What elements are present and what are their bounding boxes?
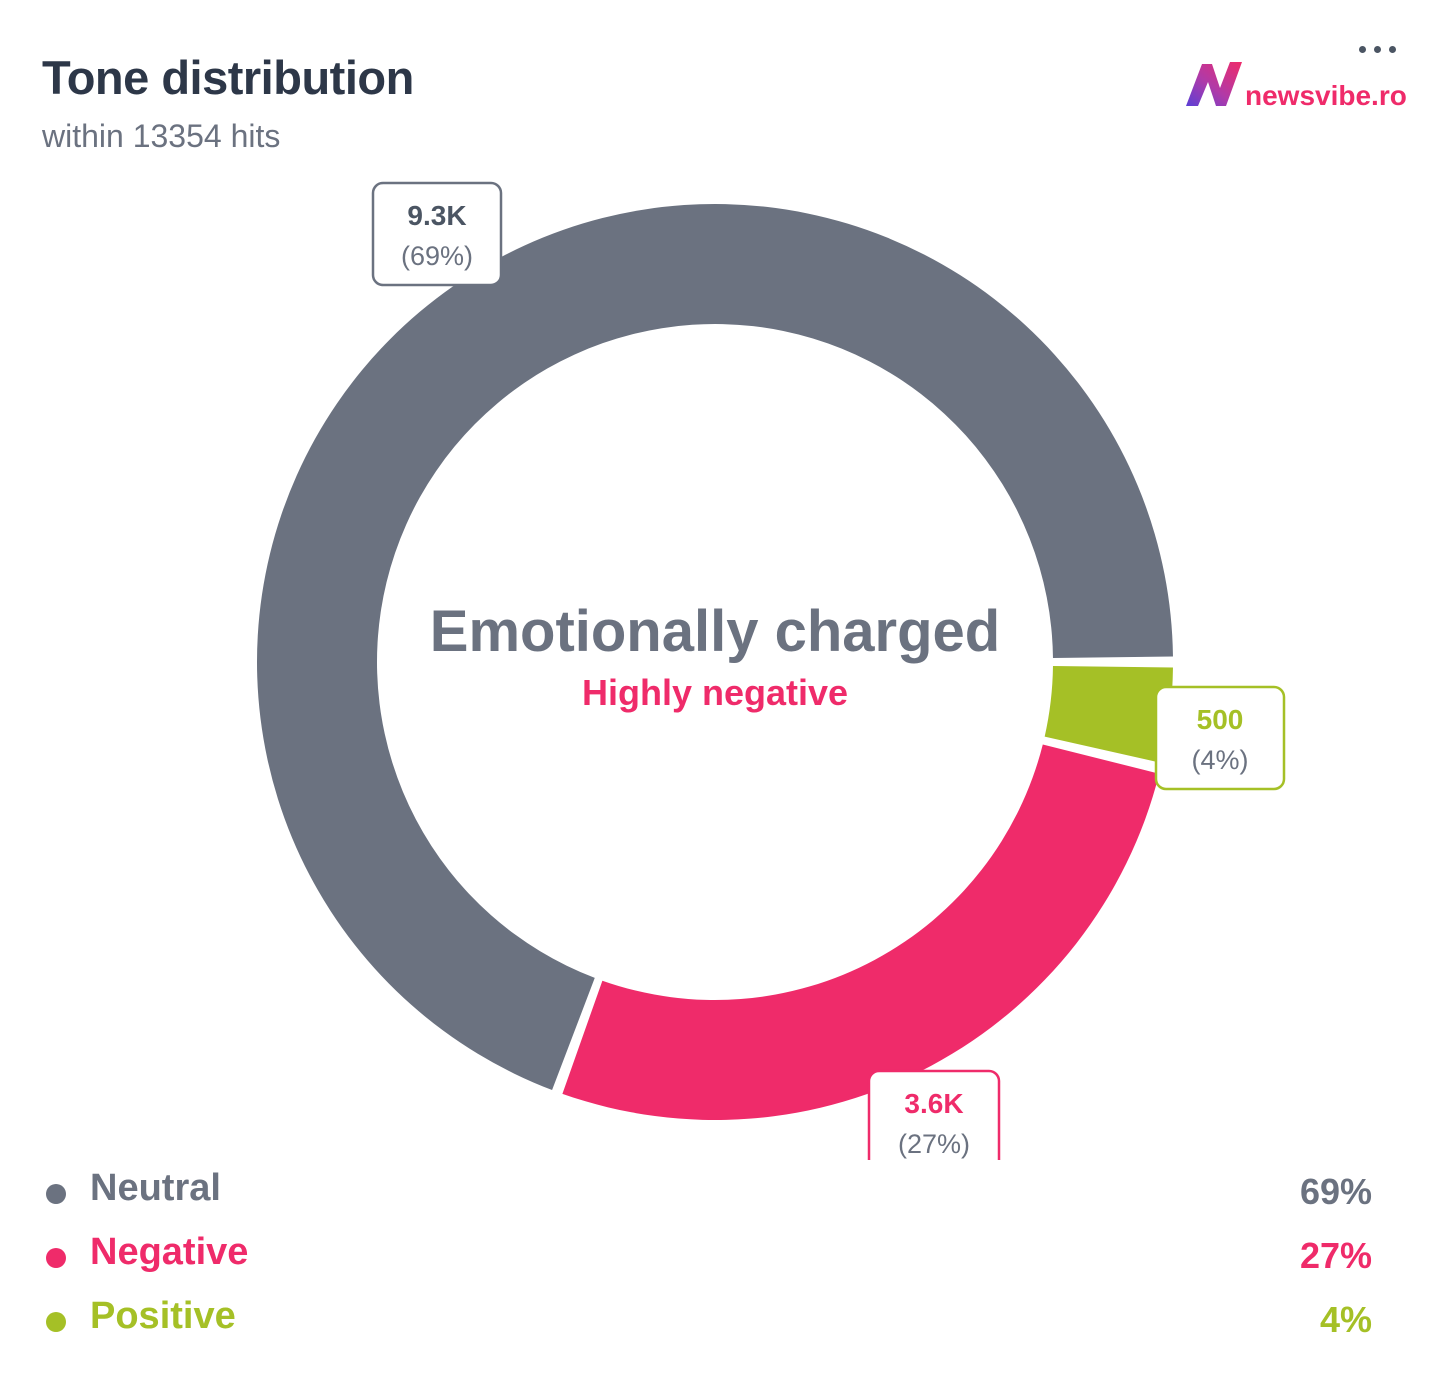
more-horizontal-icon-dot [1388,45,1396,53]
data-label-negative: 3.6K (27%) [867,1069,1001,1160]
data-label-percent-neutral: (69%) [401,241,473,271]
legend-value-negative: 27% [1299,1235,1372,1276]
chart-legend: Neutral 69% Negative 27% Positive 4% [42,1163,1382,1355]
center-subheadline: Highly negative [581,672,849,713]
data-label-value-negative: 3.6K [904,1088,963,1119]
donut-slice-negative[interactable] [562,744,1160,1120]
legend-item-neutral[interactable]: Neutral 69% [42,1163,1382,1227]
more-options-button[interactable] [1352,34,1402,64]
data-label-box-negative [867,1069,1001,1160]
legend-label-negative: Negative [90,1231,249,1273]
more-horizontal-icon [1358,45,1366,53]
data-label-value-positive: 500 [1197,704,1244,735]
chart-subtitle: within 13354 hits [42,118,281,154]
legend-dot-neutral [46,1184,66,1204]
legend-label-positive: Positive [90,1295,236,1337]
data-label-box-positive [1154,685,1286,791]
data-label-percent-negative: (27%) [898,1129,970,1159]
data-label-positive: 500 (4%) [1154,685,1286,791]
legend-item-negative[interactable]: Negative 27% [42,1227,1382,1291]
legend-dot-negative [46,1248,66,1268]
data-label-neutral: 9.3K (69%) [371,181,503,287]
donut-svg: 9.3K (69%) 3.6K (27%) 500 (4%) [257,181,1286,1160]
donut-chart: 9.3K (69%) 3.6K (27%) 500 (4%) [0,160,1431,1160]
more-horizontal-icon-dot [1373,45,1381,53]
legend-item-positive[interactable]: Positive 4% [42,1291,1382,1355]
logo-text: newsvibe.ro [1245,80,1407,111]
data-label-box-neutral [371,181,503,287]
chart-title: Tone distribution [42,51,414,104]
legend-dot-positive [46,1312,66,1332]
data-label-percent-positive: (4%) [1191,745,1248,775]
data-label-value-neutral: 9.3K [407,200,466,231]
center-headline: Emotionally charged [429,599,1001,664]
legend-value-neutral: 69% [1299,1171,1372,1212]
donut-slice-positive[interactable] [1044,666,1173,764]
newsvibe-logo-icon [1186,62,1242,106]
legend-value-positive: 4% [1319,1299,1372,1340]
legend-label-neutral: Neutral [90,1167,221,1209]
